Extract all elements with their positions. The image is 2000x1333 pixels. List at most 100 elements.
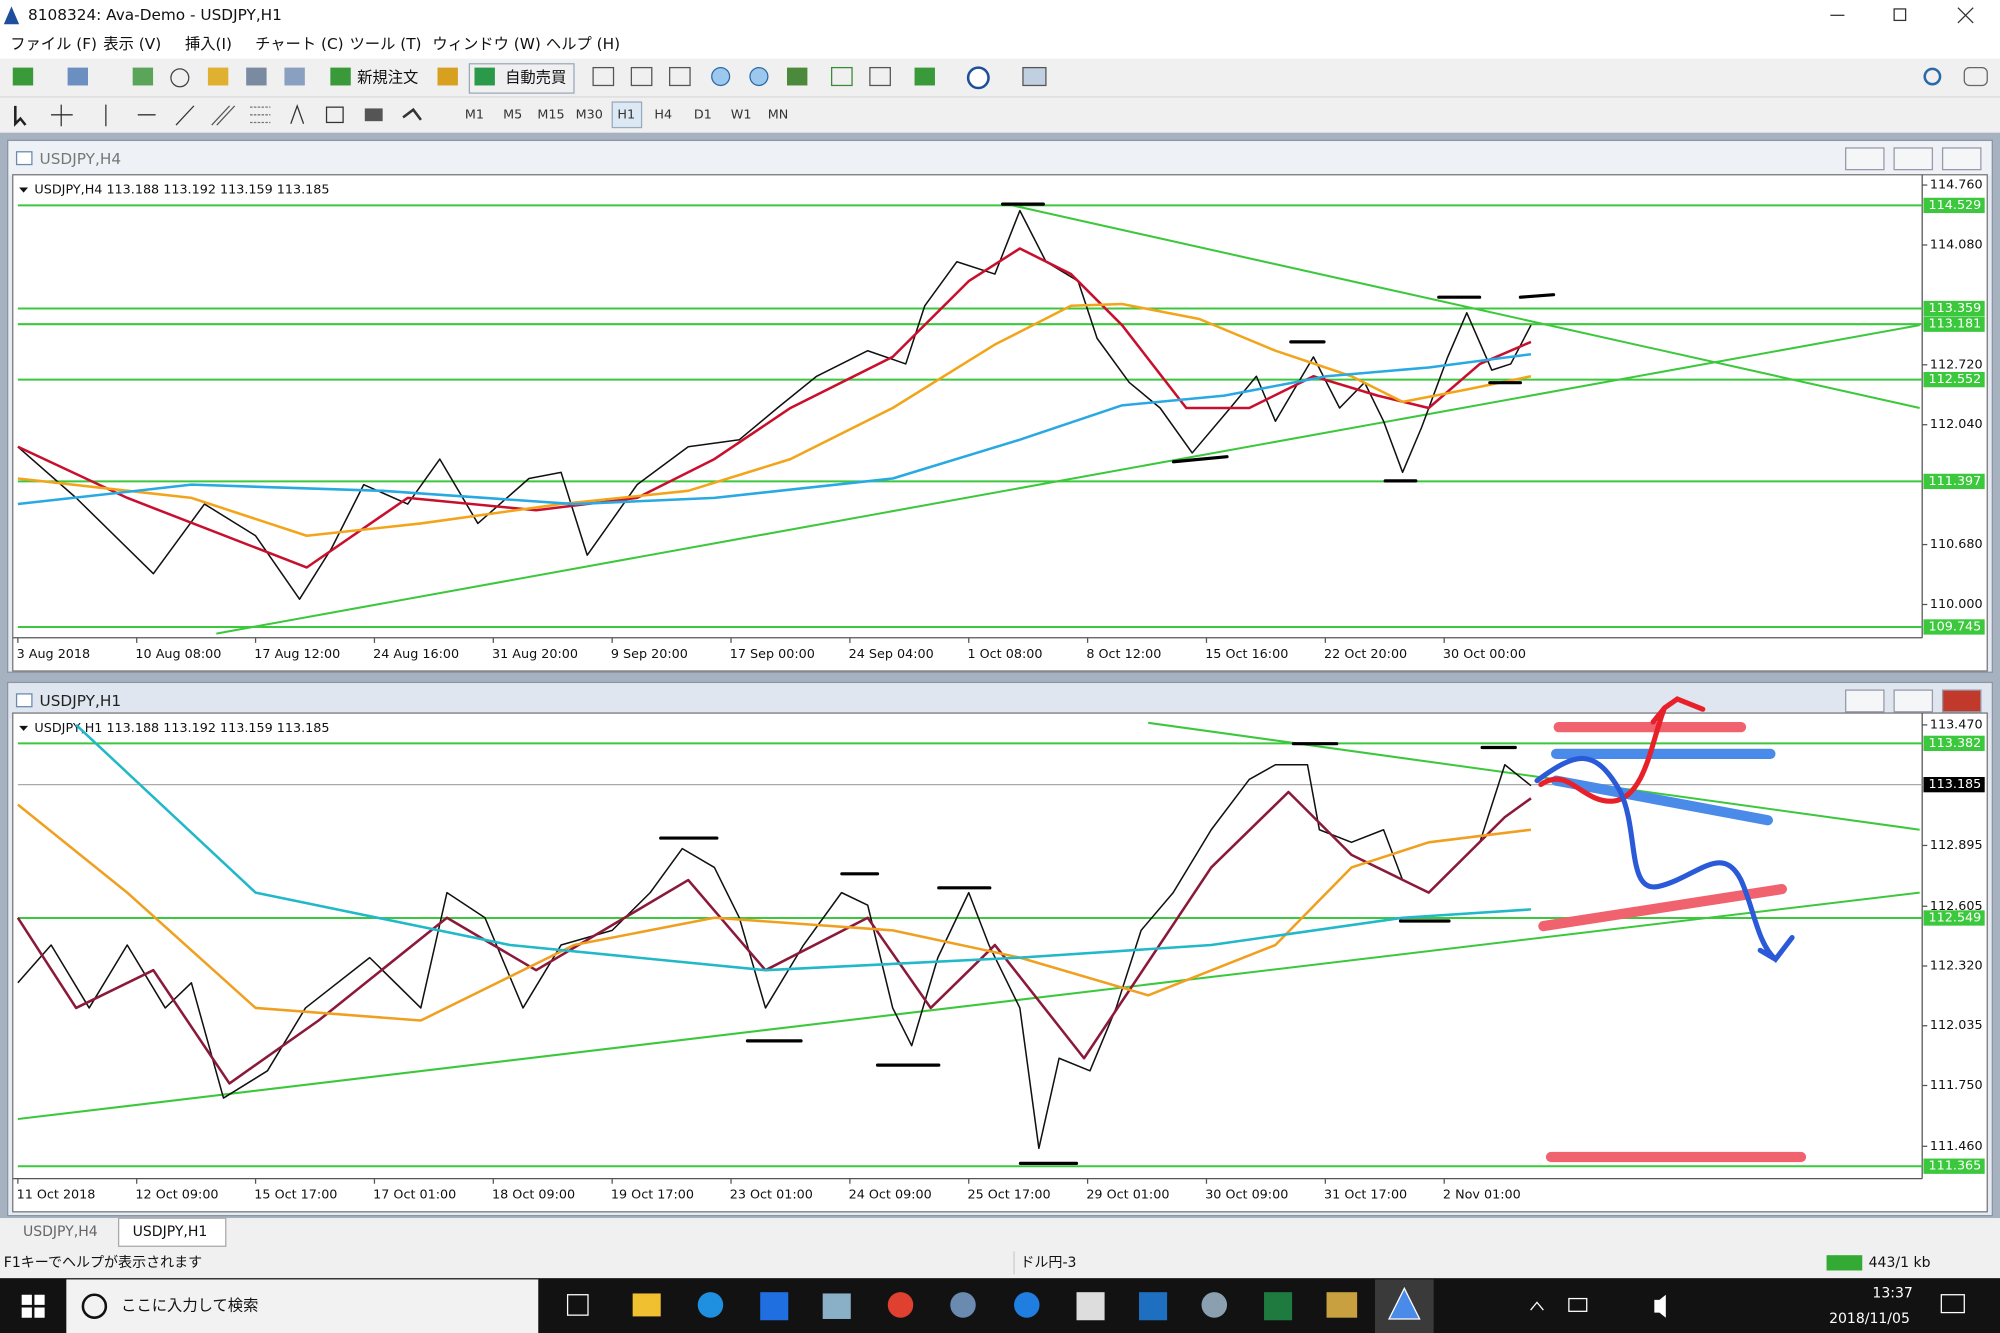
app-mail[interactable]: [950, 1292, 976, 1318]
timeframe-button[interactable]: D1: [694, 107, 712, 122]
search-box[interactable]: [66, 1279, 539, 1333]
menu-item[interactable]: 表示 (V): [103, 35, 161, 53]
x-tick-label: 30 Oct 00:00: [1443, 647, 1526, 662]
tool-channel[interactable]: [211, 105, 236, 126]
tool-candles[interactable]: [630, 66, 653, 87]
y-tick-label: 113.470: [1930, 717, 1983, 732]
tool-search[interactable]: [1923, 67, 1942, 86]
tool-periods[interactable]: [966, 66, 990, 90]
tool-chat[interactable]: [1963, 66, 1988, 87]
app-folder[interactable]: [1326, 1292, 1358, 1318]
window-minimize[interactable]: [1845, 689, 1885, 713]
tool-new-order-icon[interactable]: [330, 67, 351, 86]
search-placeholder[interactable]: ここに入力して検索: [121, 1297, 258, 1315]
y-tick-label: 112.035: [1930, 1018, 1983, 1033]
timeframe-button[interactable]: MN: [768, 107, 789, 122]
tool-crosshair[interactable]: [51, 104, 73, 127]
tool-zoom-in[interactable]: [711, 66, 731, 87]
menu-item[interactable]: ウィンドウ (W): [432, 35, 540, 53]
new-order-button[interactable]: 新規注文: [357, 68, 418, 86]
auto-trade-button[interactable]: 自動売買: [505, 68, 566, 86]
tool-label[interactable]: [325, 106, 344, 124]
restore-button[interactable]: [1893, 8, 1907, 22]
x-tick-label: 29 Oct 01:00: [1086, 1188, 1169, 1203]
app-excel[interactable]: [1264, 1292, 1293, 1321]
tray-chevron[interactable]: [1530, 1301, 1544, 1311]
task-view[interactable]: [566, 1294, 589, 1316]
menu-item[interactable]: チャート (C): [255, 35, 344, 53]
app-7zip[interactable]: [1076, 1292, 1105, 1321]
tool-fibo[interactable]: [250, 106, 271, 124]
level-label: 109.745: [1929, 619, 1982, 634]
window-minimize[interactable]: [1845, 147, 1885, 171]
tool-terminal[interactable]: [246, 67, 267, 86]
tool-navigator[interactable]: [207, 67, 229, 86]
tool-trendline[interactable]: [175, 105, 195, 126]
app-paint[interactable]: [1201, 1292, 1228, 1318]
app-dropbox[interactable]: [760, 1292, 789, 1321]
y-tick-label: 111.460: [1930, 1139, 1983, 1154]
menu-item[interactable]: ツール (T): [349, 35, 421, 53]
timeframe-button[interactable]: W1: [731, 107, 752, 122]
tool-shapes[interactable]: [364, 108, 383, 122]
timeframe-button[interactable]: M5: [503, 107, 522, 122]
tool-tester[interactable]: [284, 67, 305, 86]
app-explorer[interactable]: [632, 1293, 661, 1317]
start-button[interactable]: [21, 1294, 45, 1318]
level-label-bg: [1923, 316, 1985, 332]
tool-indicators[interactable]: [914, 67, 935, 86]
tool-tile[interactable]: [786, 67, 808, 86]
level-label-bg: [1923, 619, 1985, 635]
menu-item[interactable]: ファイル (F): [10, 35, 97, 53]
menu-item[interactable]: ヘルプ (H): [546, 35, 620, 53]
window-maximize[interactable]: [1893, 689, 1934, 713]
x-tick-label: 24 Oct 09:00: [849, 1188, 932, 1203]
tray-battery[interactable]: [1568, 1297, 1588, 1312]
x-tick-label: 8 Oct 12:00: [1086, 647, 1161, 662]
tray-volume[interactable]: [1654, 1294, 1666, 1318]
tool-scroll[interactable]: [830, 66, 853, 87]
window-maximize[interactable]: [1893, 147, 1934, 171]
app-mt4: [1387, 1286, 1421, 1320]
app-notes[interactable]: [822, 1293, 851, 1319]
timeframe-button[interactable]: H1: [617, 107, 635, 122]
app-ie[interactable]: [697, 1292, 724, 1318]
window-title: 8108324: Ava-Demo - USDJPY,H1: [28, 6, 282, 24]
tool-text[interactable]: [290, 103, 305, 124]
tool-profiles[interactable]: [67, 67, 89, 86]
tool-zoom-out[interactable]: [749, 66, 769, 87]
x-tick-label: 31 Aug 20:00: [492, 647, 578, 662]
info-triangle: [19, 725, 29, 731]
tool-cursor[interactable]: [14, 105, 27, 127]
timeframe-button[interactable]: H4: [654, 107, 672, 122]
app-outlook[interactable]: [1139, 1292, 1168, 1321]
menu-item[interactable]: 挿入(I): [185, 35, 232, 53]
app-edge[interactable]: [1014, 1292, 1040, 1318]
close-button[interactable]: [1957, 7, 1974, 24]
tab[interactable]: USDJPY,H4: [23, 1224, 98, 1240]
tool-data-window[interactable]: [170, 68, 190, 88]
y-tick-label: 112.895: [1930, 838, 1983, 853]
tool-auto-trade-icon[interactable]: [474, 67, 495, 86]
tool-metaeditor[interactable]: [437, 67, 458, 86]
tool-templates[interactable]: [1022, 66, 1047, 87]
price-series: [17, 763, 1532, 1150]
tool-market-watch[interactable]: [132, 67, 154, 86]
window-close[interactable]: [1941, 689, 1982, 713]
tool-arrows[interactable]: [402, 107, 422, 121]
chart-area: [12, 712, 1988, 1213]
app-chrome[interactable]: [887, 1292, 914, 1318]
timeframe-button[interactable]: M1: [465, 107, 484, 122]
timeframe-button[interactable]: M15: [537, 107, 564, 122]
level-label: 113.359: [1929, 301, 1982, 316]
window-close[interactable]: [1941, 147, 1982, 171]
timeframe-button[interactable]: M30: [576, 107, 603, 122]
trendline: [216, 324, 1920, 635]
notifications[interactable]: [1940, 1294, 1965, 1314]
tool-new-chart[interactable]: [12, 67, 34, 86]
tab[interactable]: USDJPY,H1: [133, 1224, 208, 1240]
tool-shift[interactable]: [869, 66, 891, 87]
tool-bar-chart[interactable]: [592, 66, 615, 87]
tool-line-chart[interactable]: [669, 66, 691, 87]
x-tick-label: 23 Oct 01:00: [730, 1188, 813, 1203]
